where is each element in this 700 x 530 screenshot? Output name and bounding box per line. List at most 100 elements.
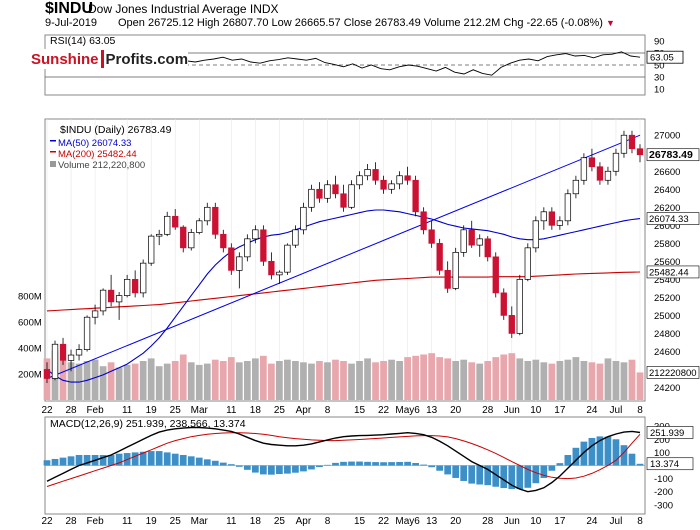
x-tick-label: 11 (226, 405, 237, 416)
price-tick-label: 24200 (654, 383, 680, 394)
macd-x-tick-label: 22 (41, 516, 53, 527)
volume-bar (195, 364, 203, 400)
candle-body (316, 188, 323, 199)
macd-histogram-bar (564, 455, 572, 466)
macd-tick-label: 100 (654, 448, 670, 459)
volume-bar (227, 357, 235, 400)
candle-body (99, 289, 107, 312)
macd-histogram-bar (268, 465, 275, 475)
x-tick-label: 13 (426, 405, 438, 416)
macd-histogram-bar (620, 445, 628, 466)
macd-histogram-bar (596, 436, 604, 466)
volume-bar (348, 363, 355, 400)
ohlc-quote: Open 26725.12 High 26807.70 Low 26665.57… (118, 17, 501, 29)
price-tick-label: 26600 (654, 167, 680, 178)
macd-histogram-bar (99, 455, 107, 466)
macd-histogram-bar (588, 437, 596, 466)
volume-bar (596, 363, 604, 400)
volume-bar (91, 359, 99, 400)
candle-body (43, 369, 51, 379)
macd-x-tick-label: 19 (146, 516, 158, 527)
macd-histogram-bar (604, 436, 612, 466)
candle-body (604, 170, 612, 181)
price-tick-label: 24600 (654, 347, 680, 358)
candle-body (67, 354, 75, 361)
macd-x-tick-label: 28 (65, 516, 77, 527)
last-price-box (646, 148, 700, 162)
candle-body (420, 211, 427, 231)
macd-x-tick-label: 13 (426, 516, 438, 527)
candle-body (564, 193, 572, 222)
candle-body (140, 262, 147, 294)
macd-histogram-bar (332, 462, 339, 466)
candle-body (340, 193, 347, 208)
macd-histogram-bar (59, 457, 67, 466)
rsi-title: RSI(14) 63.05 (50, 35, 116, 47)
macd-x-tick-label: 22 (378, 516, 390, 527)
macd-histogram-bar (460, 465, 468, 481)
macd-x-tick-label: 24 (586, 516, 598, 527)
volume-bar (500, 354, 508, 400)
macd-histogram-bar (316, 465, 323, 468)
candle-body (588, 157, 596, 168)
candle-body (620, 134, 628, 154)
candle-body (412, 179, 419, 213)
volume-tick-label: 400M (18, 344, 42, 355)
candle-body (492, 256, 499, 294)
candle-body (51, 343, 59, 379)
candle-body (548, 211, 556, 226)
macd-x-tick-label: 11 (226, 516, 237, 527)
volume-bar (436, 357, 444, 400)
macd-histogram-bar (636, 463, 644, 466)
macd-tick-label: -300 (654, 500, 673, 511)
candle-body (180, 226, 187, 249)
candle-body (123, 279, 131, 296)
volume-bar (404, 357, 411, 400)
candle-body (348, 184, 355, 208)
legend-ma50: MA(50) 26074.33 (58, 138, 131, 149)
candle-body (148, 235, 155, 264)
price-tick-label: 25800 (654, 239, 680, 250)
rsi-tick-label: 30 (654, 73, 665, 84)
volume-bar (284, 359, 291, 400)
volume-bar (532, 359, 540, 400)
volume-bar (516, 358, 524, 400)
volume-bar (123, 364, 131, 400)
volume-bar (428, 353, 436, 400)
macd-histogram-bar (492, 465, 500, 487)
volume-bar (420, 354, 428, 400)
x-tick-label: 18 (250, 405, 262, 416)
x-tick-label: Jul (610, 405, 623, 416)
price-legend-main: $INDU (Daily) 26783.49 (60, 124, 172, 136)
candle-body (580, 157, 588, 181)
ma50-value-box (646, 212, 700, 225)
rsi-value-label: 63.05 (650, 53, 674, 64)
candle-body (300, 206, 307, 231)
macd-histogram-bar (276, 465, 283, 475)
macd-x-tick-label: May6 (395, 516, 420, 527)
volume-tick-label: 800M (18, 292, 42, 303)
volume-bar (115, 367, 123, 400)
price-tick-label: 26000 (654, 221, 680, 232)
candle-body (91, 310, 99, 318)
macd-histogram-bar (251, 465, 259, 473)
volume-bar (316, 361, 323, 400)
macd-line (46, 426, 641, 493)
volume-bar (235, 362, 243, 400)
x-tick-label: Feb (86, 405, 104, 416)
legend-volume-swatch (50, 161, 56, 167)
ma200-line (46, 271, 641, 312)
volume-bar (324, 362, 331, 400)
last-price-label: 26783.49 (649, 149, 693, 161)
macd-histogram-bar (67, 456, 75, 466)
candle-body (636, 148, 644, 156)
candle-body (220, 233, 227, 249)
price-tick-label: 26200 (654, 203, 680, 214)
candle-body (388, 183, 395, 190)
candle-body (428, 229, 435, 244)
macd-histogram-bar (195, 457, 203, 466)
quote-line: Open 26725.12 High 26807.70 Low 26665.57… (118, 17, 615, 29)
candle-body (59, 343, 67, 361)
macd-histogram-bar (468, 465, 476, 484)
x-tick-label: May6 (395, 405, 420, 416)
